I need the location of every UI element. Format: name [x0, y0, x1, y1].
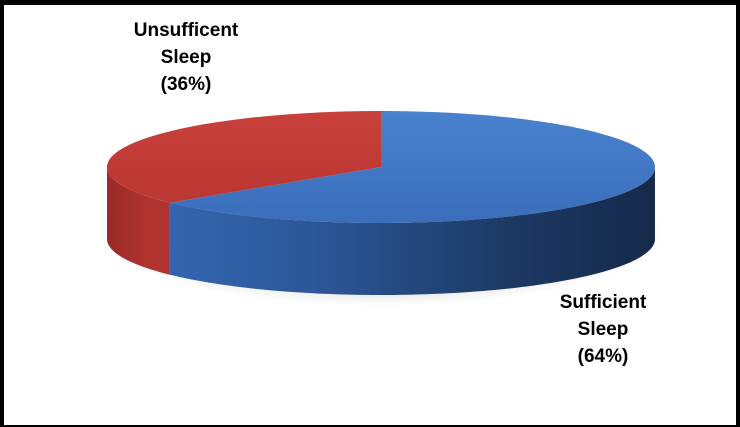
- slice-label-sufficient-sleep: Sufficient Sleep (64%): [513, 289, 693, 370]
- slice-label-line: Unsufficent: [133, 20, 239, 41]
- pie-slice-side-sufficient-sleep: [169, 167, 655, 295]
- pie-slice-sufficient-sleep: [169, 111, 655, 223]
- slice-label-line: Sufficient: [559, 292, 647, 313]
- pie-slice-unsufficent-sleep: [106, 110, 381, 203]
- pie-sides: [107, 167, 655, 295]
- pie-slice-side-unsufficent-sleep: [107, 167, 170, 275]
- slice-label-unsufficient-sleep: Unsufficent Sleep (36%): [96, 17, 276, 98]
- slice-label-line: Sleep: [160, 47, 212, 68]
- slice-label-line: (64%): [577, 346, 629, 367]
- pie-tops: [106, 110, 655, 223]
- slice-label-line: Sleep: [577, 319, 629, 340]
- slice-label-line: (36%): [160, 74, 212, 95]
